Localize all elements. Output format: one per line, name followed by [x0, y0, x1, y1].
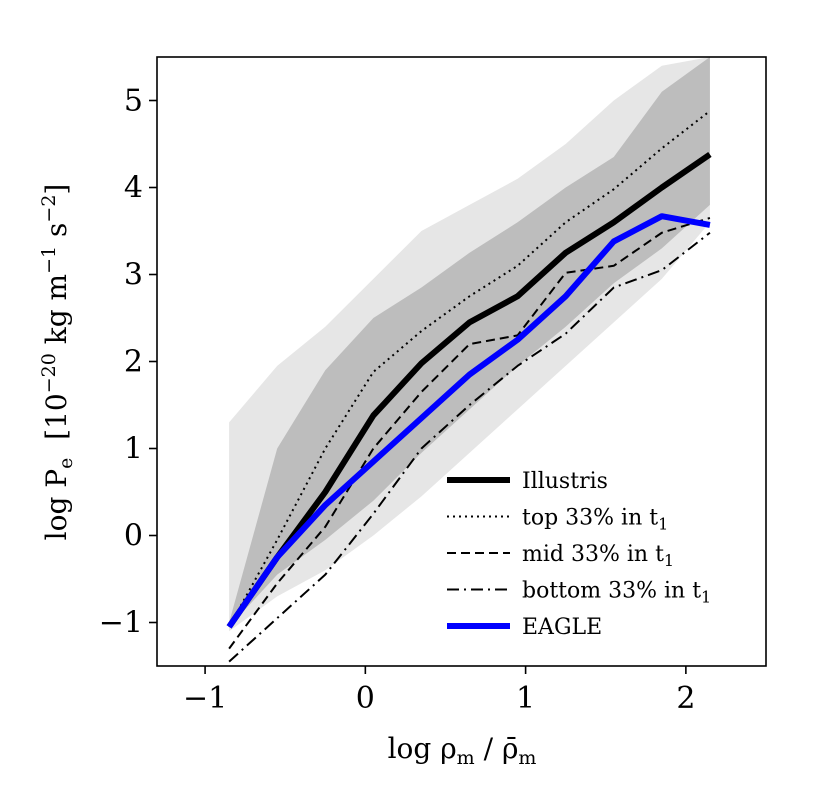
series-line-1 [228, 110, 711, 628]
legend-label: Illustris [522, 469, 608, 494]
x-tick-label: 0 [356, 681, 375, 716]
y-tick-label: 4 [124, 171, 143, 206]
legend: Illustris top 33% in t1 mid 33% in t1 botto… [447, 469, 711, 640]
y-axis-label: log Pe [10−20 kg m−1 s−2] [38, 184, 77, 541]
x-tick-label: −1 [183, 681, 227, 716]
y-tick-label: 3 [124, 258, 143, 293]
x-axis-ticks: −1 0 1 2 [183, 666, 695, 716]
y-tick-label: −1 [99, 606, 143, 641]
series-line-4 [226, 213, 711, 629]
x-axis-label: log ρm / ρ̄m [388, 732, 537, 769]
series-line-3 [228, 231, 711, 663]
series-lines [226, 110, 712, 663]
y-tick-label: 2 [124, 345, 143, 380]
y-axis-ticks: −1 0 1 2 3 4 5 [99, 84, 157, 641]
legend-label: mid 33% in t1 [522, 542, 674, 570]
x-tick-label: 2 [676, 681, 695, 716]
x-tick-label: 1 [516, 681, 535, 716]
y-tick-label: 5 [124, 84, 143, 119]
legend-label: top 33% in t1 [522, 506, 668, 534]
y-tick-label: 0 [124, 519, 143, 554]
y-tick-label: 1 [124, 432, 143, 467]
series-line-2 [228, 216, 711, 650]
series-line-0 [226, 151, 712, 629]
legend-label: bottom 33% in t1 [522, 579, 711, 607]
legend-label: EAGLE [522, 615, 602, 640]
